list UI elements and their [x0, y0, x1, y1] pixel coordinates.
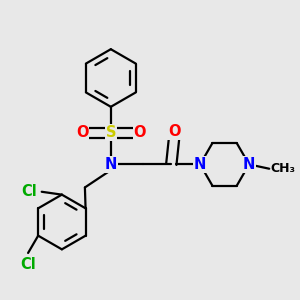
Text: O: O: [76, 125, 88, 140]
Text: CH₃: CH₃: [271, 162, 296, 175]
Text: N: N: [105, 157, 117, 172]
Text: N: N: [243, 157, 255, 172]
Text: O: O: [168, 124, 180, 139]
Text: Cl: Cl: [20, 257, 36, 272]
Text: Cl: Cl: [22, 184, 38, 199]
Text: N: N: [194, 157, 206, 172]
Text: S: S: [106, 125, 116, 140]
Text: O: O: [134, 125, 146, 140]
